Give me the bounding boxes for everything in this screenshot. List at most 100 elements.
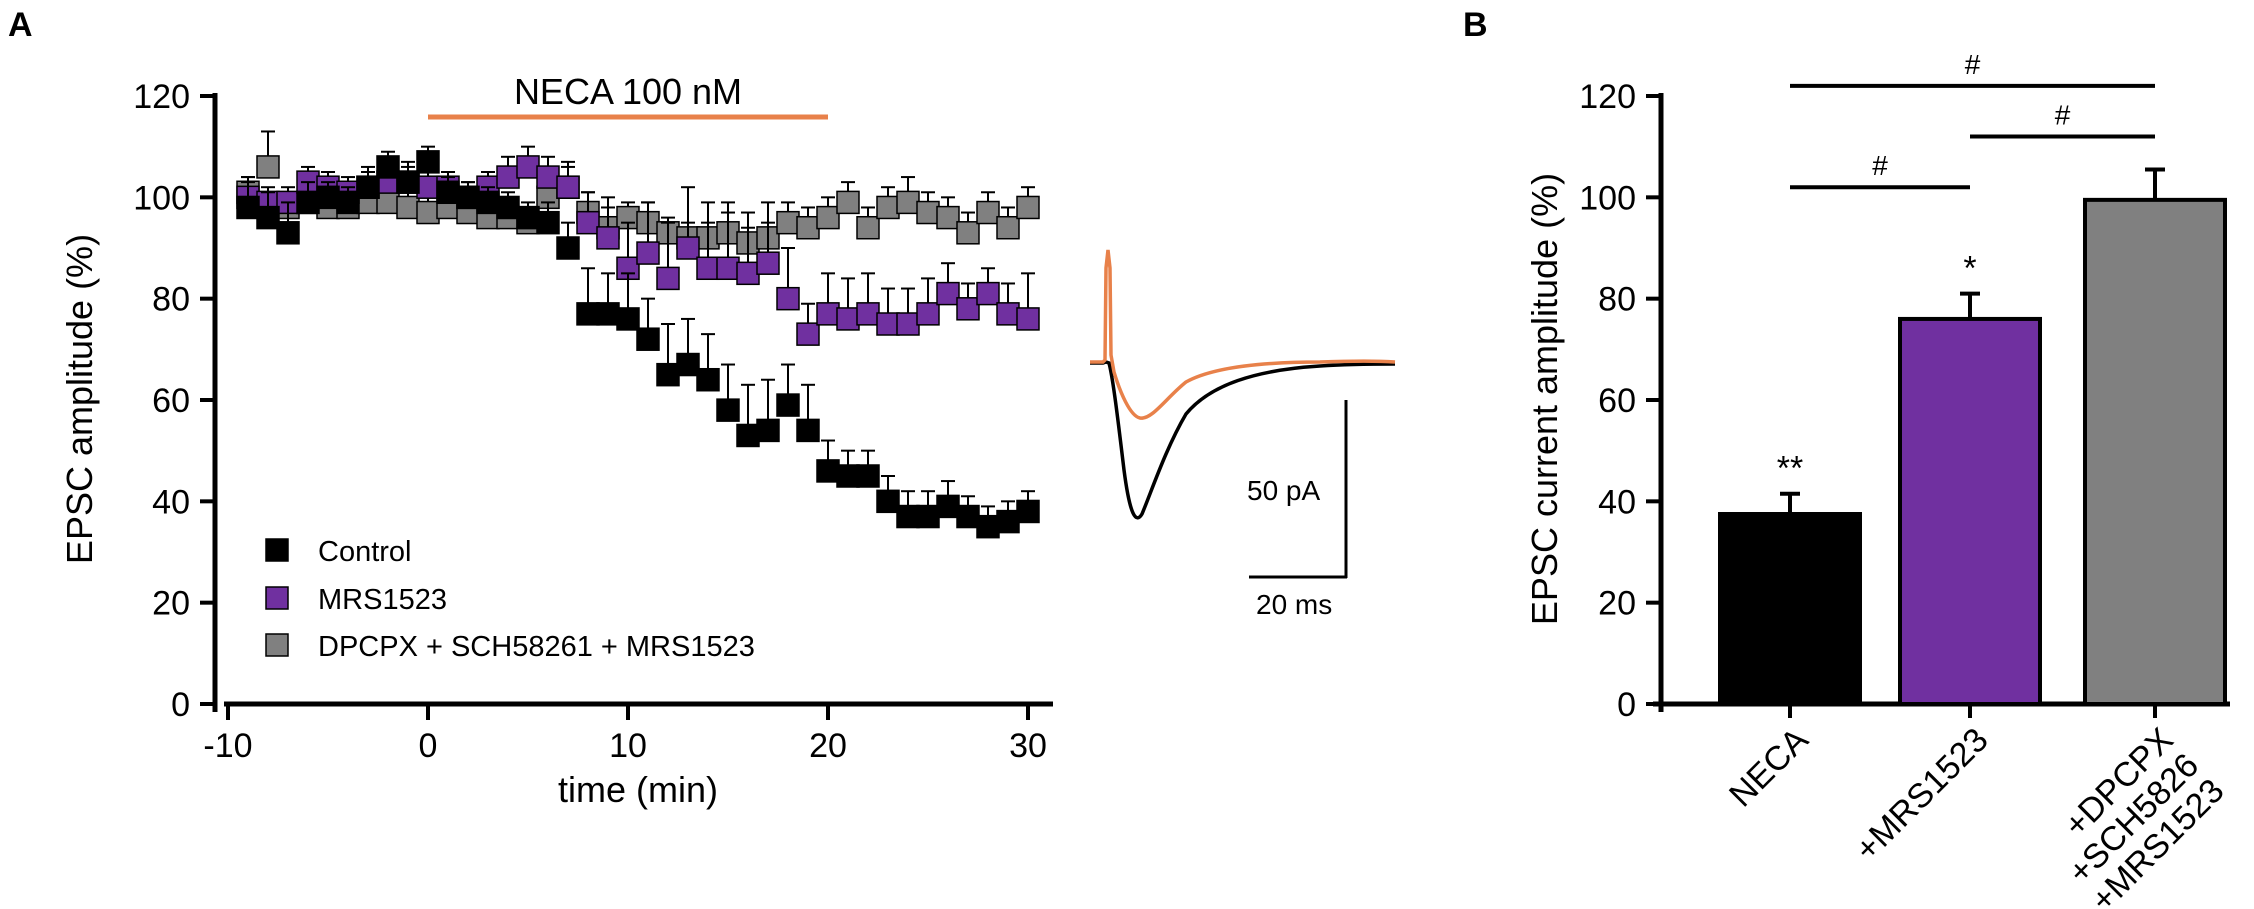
panel-b-y-tick-label: 20 xyxy=(1598,585,1636,623)
panel-b-y-tick-label: 100 xyxy=(1579,179,1636,217)
data-point-control xyxy=(396,170,420,194)
data-point-control xyxy=(916,504,940,529)
panel-b-comparisons: # # # xyxy=(1790,49,2155,190)
data-point-control xyxy=(276,221,300,245)
data-point-control xyxy=(436,180,460,205)
data-point-control xyxy=(236,195,260,220)
data-point-dpcpx xyxy=(1016,195,1040,220)
data-point-mrs1523 xyxy=(556,175,580,199)
data-point-dpcpx xyxy=(796,215,820,240)
data-point-control xyxy=(976,514,1000,539)
data-point-mrs1523 xyxy=(516,155,540,179)
data-point-mrs1523 xyxy=(976,281,1000,306)
data-point-control xyxy=(256,205,280,230)
data-point-dpcpx xyxy=(916,200,940,225)
data-point-mrs1523 xyxy=(836,307,860,331)
data-point-mrs1523 xyxy=(1016,307,1040,331)
panel-a-y-tick-label: 40 xyxy=(152,483,190,521)
data-point-control xyxy=(796,418,820,443)
panel-a-y-tick-label: 80 xyxy=(152,281,190,319)
panel-b-category-label-dpcpx: +DPCPX+SCH5826+MRS1523 xyxy=(2033,721,2232,909)
data-point-control xyxy=(576,302,600,326)
legend-label-mrs1523: MRS1523 xyxy=(318,584,447,616)
data-point-mrs1523 xyxy=(916,302,940,326)
data-point-control xyxy=(836,464,860,488)
significance-marker-mrs1523: * xyxy=(1963,250,1976,288)
data-point-control xyxy=(676,352,700,377)
data-point-mrs1523 xyxy=(636,241,660,265)
data-point-dpcpx xyxy=(256,155,280,179)
panel-a-y-tick-label: 60 xyxy=(152,382,190,420)
data-point-control xyxy=(716,398,740,422)
data-point-mrs1523 xyxy=(876,312,900,336)
comparison-label: # xyxy=(2055,100,2071,131)
panel-a-x-tick-label: 10 xyxy=(609,727,647,765)
panel-b-y-tick-label: 40 xyxy=(1598,483,1636,521)
bar-neca xyxy=(1718,512,1862,706)
data-point-dpcpx xyxy=(856,215,880,240)
legend-swatch-mrs1523 xyxy=(265,586,289,610)
data-point-dpcpx xyxy=(896,190,920,215)
data-point-control xyxy=(496,195,520,220)
panel-a-y-tick-label: 20 xyxy=(152,585,190,623)
data-point-control xyxy=(856,464,880,488)
epsc-traces-inset xyxy=(1090,249,1396,520)
data-point-control xyxy=(536,210,560,235)
data-point-mrs1523 xyxy=(496,165,520,189)
legend: Control MRS1523 DPCPX + SCH58261 + MRS15… xyxy=(265,536,755,663)
data-point-dpcpx xyxy=(936,205,960,230)
panel-a-x-label: time (min) xyxy=(558,769,718,810)
panel-b-y-ticks: 0 20 40 60 80 100 120 xyxy=(1579,78,1661,724)
panel-a-x-tick-label: 0 xyxy=(419,727,438,765)
panel-a-x-tick-label: -10 xyxy=(203,727,252,765)
panel-a-y-ticks: 0 20 40 60 80 100 120 xyxy=(133,78,215,724)
panel-b-category-label-mrs1523: +MRS1523 xyxy=(1848,721,1996,869)
neca-epsc-trace xyxy=(1090,249,1396,420)
data-point-dpcpx xyxy=(776,210,800,235)
data-point-mrs1523 xyxy=(936,281,960,306)
data-point-dpcpx xyxy=(956,221,980,245)
data-point-control xyxy=(356,175,380,199)
data-point-mrs1523 xyxy=(756,251,780,275)
data-point-dpcpx xyxy=(996,215,1020,240)
data-point-control xyxy=(936,494,960,519)
data-point-control xyxy=(296,190,320,215)
legend-label-dpcpx: DPCPX + SCH58261 + MRS1523 xyxy=(318,631,755,663)
panel-b-y-label: EPSC current amplitude (%) xyxy=(1524,173,1565,625)
data-point-control xyxy=(1016,499,1040,524)
bar-mrs1523 xyxy=(1898,316,2042,706)
neca-application-label: NECA 100 nM xyxy=(514,71,742,112)
data-point-control xyxy=(876,489,900,514)
data-point-control xyxy=(376,155,400,179)
data-point-mrs1523 xyxy=(816,302,840,326)
panel-a-x-tick-label: 20 xyxy=(809,727,847,765)
series-control xyxy=(236,145,1040,539)
panel-b-category-label-neca: NECA xyxy=(1722,721,1816,815)
data-point-dpcpx xyxy=(876,195,900,220)
panel-b-y-tick-label: 60 xyxy=(1598,382,1636,420)
data-point-control xyxy=(476,190,500,215)
panel-a-x-ticks: -10 0 10 20 30 xyxy=(203,704,1047,765)
panel-b-x-labels: NECA +MRS1523 +DPCPX+SCH5826+MRS1523 xyxy=(1722,721,2232,909)
panel-a-y-tick-label: 120 xyxy=(133,78,190,116)
legend-label-control: Control xyxy=(318,536,412,568)
bar-dpcpx xyxy=(2083,197,2227,706)
scale-bar: 50 pA 20 ms xyxy=(1247,400,1348,620)
data-point-dpcpx xyxy=(816,205,840,230)
legend-swatch-dpcpx xyxy=(265,633,289,657)
significance-marker-neca: ** xyxy=(1777,450,1803,488)
data-point-mrs1523 xyxy=(856,302,880,326)
data-point-mrs1523 xyxy=(736,261,760,286)
data-point-control xyxy=(456,185,480,210)
panel-b-y-tick-label: 80 xyxy=(1598,281,1636,319)
scale-bar-time-label: 20 ms xyxy=(1256,589,1332,620)
data-point-control xyxy=(636,327,660,351)
panel-a-x-tick-label: 30 xyxy=(1009,727,1047,765)
data-point-mrs1523 xyxy=(536,165,560,189)
data-point-control xyxy=(896,504,920,529)
data-point-mrs1523 xyxy=(796,322,820,346)
panel-a-y-label: EPSC amplitude (%) xyxy=(59,234,100,564)
comparison-label: # xyxy=(1872,150,1888,181)
data-point-control xyxy=(336,190,360,215)
